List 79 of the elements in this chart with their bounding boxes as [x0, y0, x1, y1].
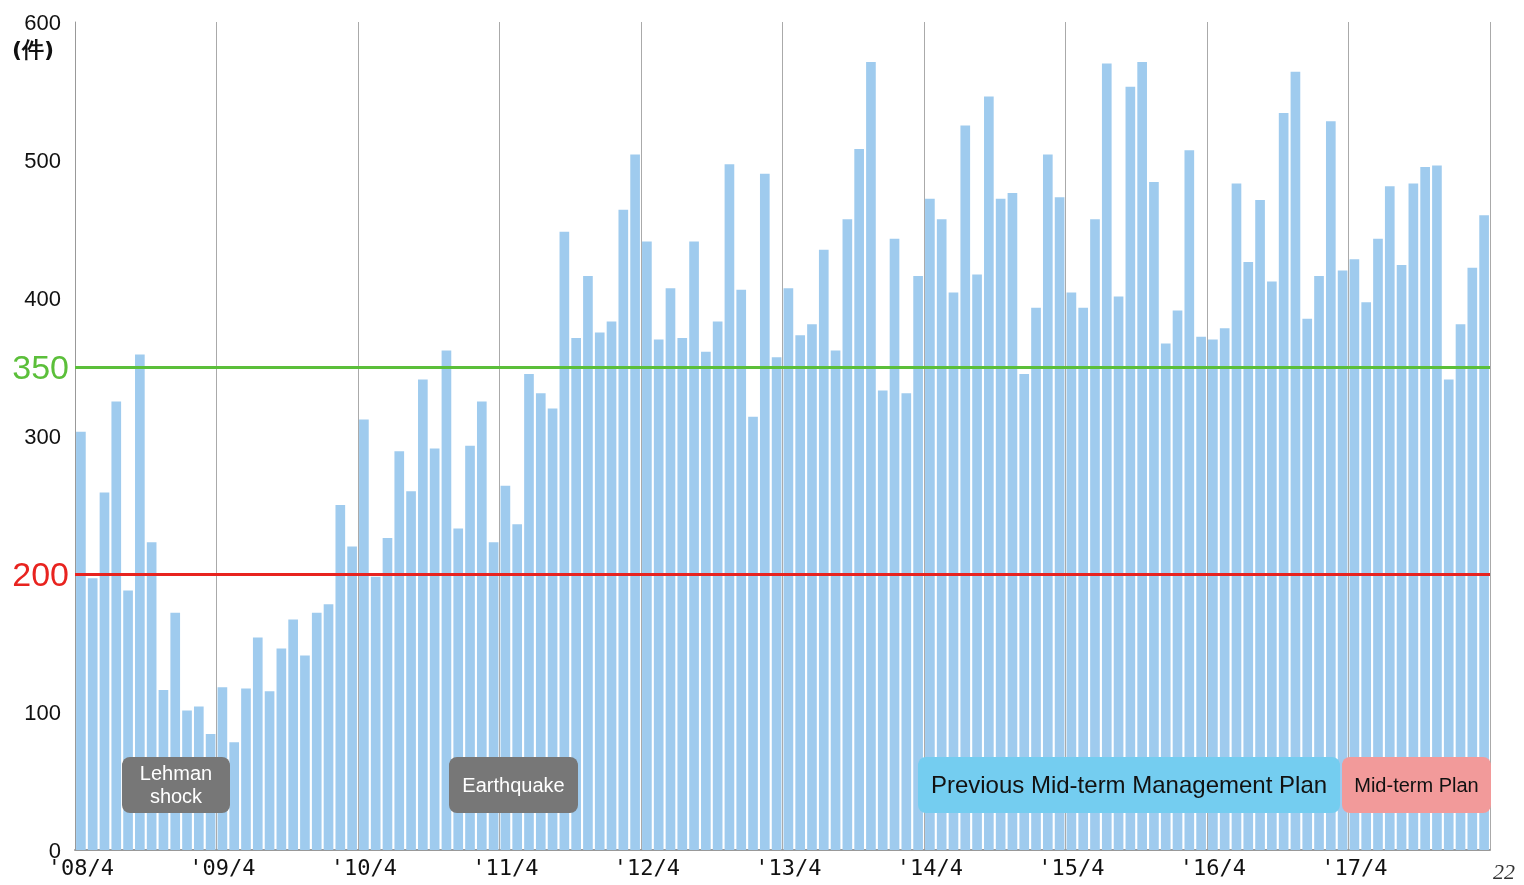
ref-line-label: 350: [12, 348, 69, 386]
bar: [854, 148, 864, 850]
label-box: Previous Mid-term Management Plan: [918, 757, 1340, 813]
bar: [759, 173, 770, 850]
x-tick-label: '10/4: [330, 854, 398, 880]
bar: [76, 431, 86, 850]
text: 22: [1492, 859, 1516, 885]
bar: [889, 238, 900, 850]
bar: [606, 321, 617, 850]
bar: [300, 655, 310, 850]
x-tick-label: '16/4: [1179, 854, 1247, 880]
x-tick-label: '12/4: [613, 854, 681, 880]
bar: [866, 62, 876, 850]
label-box: Earthquake: [449, 757, 578, 813]
label-box: Mid-term Plan: [1342, 757, 1491, 813]
bar: [771, 357, 782, 850]
bar: [783, 288, 794, 850]
bar: [276, 648, 287, 850]
bar: [677, 338, 688, 850]
bar: [382, 538, 393, 850]
bar: [311, 612, 322, 850]
x-tick-label: '11/4: [472, 854, 539, 880]
bar: [441, 350, 452, 850]
x-tick-label: '09/4: [189, 854, 256, 880]
bar: [913, 275, 923, 850]
bar: [712, 321, 723, 850]
bar: [877, 390, 888, 850]
bar: [594, 332, 605, 850]
bar: [818, 249, 829, 850]
bar: [241, 688, 251, 850]
bar: [901, 393, 912, 850]
bar: [370, 576, 381, 850]
bar: [394, 451, 405, 850]
bar: [701, 351, 711, 850]
bar: [288, 619, 298, 850]
bar: [99, 492, 110, 850]
bar: [630, 154, 640, 850]
x-tick-label: '14/4: [896, 854, 964, 880]
bar: [689, 241, 699, 850]
bar: [359, 419, 369, 850]
bar: [748, 416, 758, 850]
bar: [642, 241, 652, 850]
bar: [429, 448, 440, 850]
bar: [335, 505, 346, 850]
bar: [229, 742, 240, 850]
bar: [1325, 121, 1336, 850]
x-tick-label: '17/4: [1321, 854, 1388, 880]
x-tick-label: '13/4: [755, 854, 822, 880]
bar: [830, 350, 841, 850]
bar: [264, 691, 275, 850]
bar: [1479, 215, 1489, 850]
bar: [807, 324, 817, 850]
bar: [583, 275, 593, 850]
bar: [87, 578, 98, 850]
bar: [653, 339, 664, 850]
y-tick-label: 400: [24, 285, 61, 311]
bar: [406, 491, 416, 850]
x-tick-label: '15/4: [1038, 854, 1105, 880]
bar: [724, 164, 735, 850]
bar: [795, 335, 806, 850]
y-tick-label: 300: [24, 423, 61, 449]
bar: [347, 546, 357, 850]
bar: [1432, 165, 1442, 850]
y-axis-title: (件): [12, 36, 55, 62]
label-box: Lehman shock: [122, 757, 230, 813]
bar: [111, 401, 122, 850]
ref-line-label: 200: [12, 555, 69, 593]
bar: [252, 637, 263, 850]
bar: [665, 288, 676, 850]
bar: [418, 379, 428, 850]
bar: [618, 209, 629, 850]
y-tick-label: 100: [24, 699, 61, 725]
bar: [842, 219, 853, 850]
bar: [736, 289, 747, 850]
bar: [925, 198, 935, 850]
y-tick-label: 600: [24, 9, 61, 35]
bar: [571, 338, 581, 850]
bar: [323, 604, 334, 850]
y-tick-label: 500: [24, 147, 61, 173]
